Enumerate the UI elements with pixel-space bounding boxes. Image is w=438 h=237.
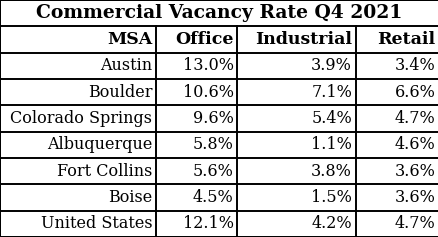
Bar bbox=[355, 53, 438, 79]
Bar bbox=[355, 184, 438, 211]
Bar bbox=[0, 79, 155, 105]
Bar bbox=[237, 184, 355, 211]
Text: 3.8%: 3.8% bbox=[311, 163, 351, 180]
Text: 4.6%: 4.6% bbox=[394, 136, 434, 153]
Text: 1.1%: 1.1% bbox=[311, 136, 351, 153]
Text: 3.9%: 3.9% bbox=[311, 57, 351, 74]
Bar bbox=[355, 26, 438, 53]
Bar bbox=[237, 158, 355, 184]
Bar bbox=[155, 105, 237, 132]
Bar bbox=[237, 132, 355, 158]
Bar bbox=[0, 53, 155, 79]
Text: 5.8%: 5.8% bbox=[192, 136, 233, 153]
Text: Fort Collins: Fort Collins bbox=[57, 163, 152, 180]
Text: 4.5%: 4.5% bbox=[192, 189, 233, 206]
Text: 12.1%: 12.1% bbox=[182, 215, 233, 232]
Bar bbox=[237, 53, 355, 79]
Bar bbox=[0, 0, 438, 26]
Text: 5.6%: 5.6% bbox=[192, 163, 233, 180]
Text: Office: Office bbox=[175, 31, 233, 48]
Text: Boulder: Boulder bbox=[88, 84, 152, 101]
Text: Retail: Retail bbox=[377, 31, 434, 48]
Bar bbox=[355, 132, 438, 158]
Bar bbox=[355, 158, 438, 184]
Text: 4.2%: 4.2% bbox=[311, 215, 351, 232]
Bar bbox=[0, 105, 155, 132]
Bar bbox=[355, 211, 438, 237]
Bar bbox=[155, 184, 237, 211]
Text: Colorado Springs: Colorado Springs bbox=[11, 110, 152, 127]
Text: 1.5%: 1.5% bbox=[311, 189, 351, 206]
Text: 9.6%: 9.6% bbox=[192, 110, 233, 127]
Bar bbox=[237, 211, 355, 237]
Bar bbox=[155, 132, 237, 158]
Text: 10.6%: 10.6% bbox=[182, 84, 233, 101]
Bar bbox=[155, 211, 237, 237]
Text: Albuquerque: Albuquerque bbox=[47, 136, 152, 153]
Text: Commercial Vacancy Rate Q4 2021: Commercial Vacancy Rate Q4 2021 bbox=[36, 4, 402, 22]
Text: 3.4%: 3.4% bbox=[394, 57, 434, 74]
Text: United States: United States bbox=[41, 215, 152, 232]
Bar bbox=[237, 105, 355, 132]
Bar bbox=[155, 53, 237, 79]
Bar bbox=[0, 132, 155, 158]
Text: MSA: MSA bbox=[107, 31, 152, 48]
Text: 6.6%: 6.6% bbox=[394, 84, 434, 101]
Text: 3.6%: 3.6% bbox=[394, 189, 434, 206]
Bar bbox=[0, 26, 155, 53]
Text: 5.4%: 5.4% bbox=[311, 110, 351, 127]
Bar bbox=[155, 79, 237, 105]
Text: Austin: Austin bbox=[100, 57, 152, 74]
Text: 4.7%: 4.7% bbox=[394, 215, 434, 232]
Bar bbox=[0, 158, 155, 184]
Bar bbox=[155, 26, 237, 53]
Text: 7.1%: 7.1% bbox=[311, 84, 351, 101]
Text: 13.0%: 13.0% bbox=[182, 57, 233, 74]
Bar bbox=[0, 211, 155, 237]
Bar bbox=[0, 184, 155, 211]
Text: Industrial: Industrial bbox=[254, 31, 351, 48]
Bar bbox=[237, 79, 355, 105]
Text: Boise: Boise bbox=[108, 189, 152, 206]
Text: 4.7%: 4.7% bbox=[394, 110, 434, 127]
Text: 3.6%: 3.6% bbox=[394, 163, 434, 180]
Bar bbox=[355, 79, 438, 105]
Bar bbox=[155, 158, 237, 184]
Bar bbox=[237, 26, 355, 53]
Bar bbox=[355, 105, 438, 132]
